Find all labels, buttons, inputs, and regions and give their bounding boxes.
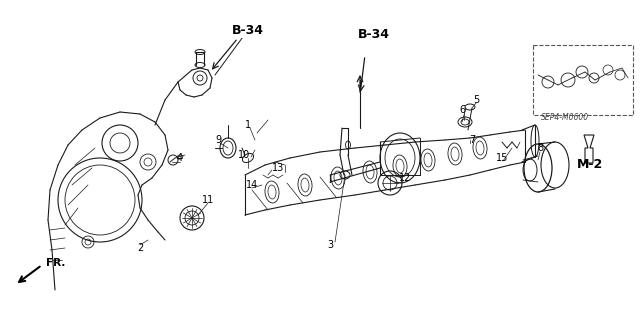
Text: M-2: M-2 bbox=[577, 159, 603, 172]
Text: 11: 11 bbox=[202, 195, 214, 205]
Text: 10: 10 bbox=[238, 150, 250, 160]
Text: B-34: B-34 bbox=[232, 24, 264, 36]
Text: 2: 2 bbox=[137, 243, 143, 253]
Text: SEP4-M0600: SEP4-M0600 bbox=[541, 114, 589, 122]
Text: 15: 15 bbox=[496, 153, 508, 163]
Text: 3: 3 bbox=[327, 240, 333, 250]
Text: 1: 1 bbox=[245, 120, 251, 130]
Text: 9: 9 bbox=[215, 135, 221, 145]
Text: 4: 4 bbox=[177, 153, 183, 163]
Text: 12: 12 bbox=[399, 173, 411, 183]
Text: 6: 6 bbox=[459, 105, 465, 115]
Text: 8: 8 bbox=[537, 143, 543, 153]
Text: 7: 7 bbox=[469, 135, 475, 145]
Bar bbox=[533, 45, 633, 115]
Text: 13: 13 bbox=[272, 163, 284, 173]
Text: 5: 5 bbox=[473, 95, 479, 105]
Text: 14: 14 bbox=[246, 180, 258, 190]
Text: B-34: B-34 bbox=[358, 28, 390, 41]
Text: FR.: FR. bbox=[46, 258, 65, 268]
